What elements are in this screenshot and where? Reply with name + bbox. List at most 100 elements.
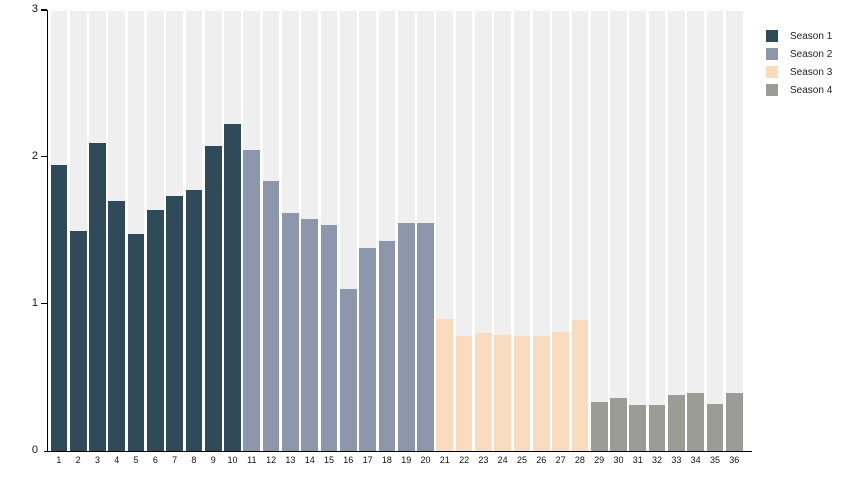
bar-episode-23 xyxy=(475,333,492,451)
legend-swatch-season-1 xyxy=(766,30,778,43)
bar-slot-episode-12 xyxy=(262,11,280,451)
y-tick-3 xyxy=(40,9,47,11)
bar-episode-12 xyxy=(262,180,280,451)
x-tick-label-33: 33 xyxy=(671,455,682,465)
bar-episode-36 xyxy=(725,393,743,451)
bar-slot-episode-30 xyxy=(610,11,627,451)
x-tick-label-20: 20 xyxy=(420,455,431,465)
legend-item-season-4: Season 4 xyxy=(766,84,832,97)
x-tick-label-10: 10 xyxy=(227,455,238,465)
bar-slot-episode-7 xyxy=(166,11,183,451)
x-tick-label-35: 35 xyxy=(709,455,720,465)
bar-slot-episode-32 xyxy=(648,11,666,451)
bar-episode-27 xyxy=(552,331,569,451)
x-tick-label-16: 16 xyxy=(343,455,354,465)
x-tick-label-13: 13 xyxy=(285,455,296,465)
x-tick-label-14: 14 xyxy=(304,455,315,465)
x-tick-label-36: 36 xyxy=(729,455,740,465)
bar-slot-episode-33 xyxy=(668,11,685,451)
bar-slot-episode-27 xyxy=(552,11,569,451)
bar-episode-15 xyxy=(320,224,338,451)
legend-item-season-2: Season 2 xyxy=(766,48,832,61)
bar-slot-episode-35 xyxy=(706,11,724,451)
x-tick-label-24: 24 xyxy=(497,455,508,465)
x-tick-label-5: 5 xyxy=(133,455,139,465)
legend-swatch-season-4 xyxy=(766,84,778,97)
bar-slot-episode-19 xyxy=(397,11,415,451)
x-tick-label-18: 18 xyxy=(381,455,392,465)
bar-slot-episode-22 xyxy=(455,11,473,451)
bar-episode-33 xyxy=(668,394,685,451)
bar-slot-episode-3 xyxy=(89,11,106,451)
y-tick-label-0: 0 xyxy=(31,444,38,456)
bar-slot-episode-5 xyxy=(127,11,145,451)
bar-episode-32 xyxy=(648,405,666,451)
x-tick-label-7: 7 xyxy=(172,455,178,465)
bar-slot-episode-14 xyxy=(301,11,319,451)
x-tick-label-4: 4 xyxy=(114,455,120,465)
legend-label-season-3: Season 3 xyxy=(790,66,833,78)
bar-episode-5 xyxy=(127,233,145,451)
legend-item-season-3: Season 3 xyxy=(766,66,832,79)
bar-slot-episode-23 xyxy=(475,11,492,451)
x-tick-label-15: 15 xyxy=(324,455,335,465)
x-tick-label-12: 12 xyxy=(266,455,277,465)
x-tick-label-1: 1 xyxy=(56,455,62,465)
bar-slot-episode-2 xyxy=(69,11,87,451)
x-tick-label-29: 29 xyxy=(594,455,605,465)
x-tick-label-19: 19 xyxy=(401,455,412,465)
legend-label-season-1: Season 1 xyxy=(790,30,833,42)
bar-episode-35 xyxy=(706,403,724,451)
bar-episode-6 xyxy=(146,210,164,451)
bar-episode-30 xyxy=(610,397,627,451)
bar-slot-episode-6 xyxy=(146,11,164,451)
bar-slot-episode-26 xyxy=(532,11,550,451)
legend-item-season-1: Season 1 xyxy=(766,30,832,43)
bar-slot-episode-28 xyxy=(571,11,589,451)
plot-area xyxy=(50,11,743,451)
bar-slot-episode-11 xyxy=(243,11,261,451)
x-tick-label-30: 30 xyxy=(613,455,624,465)
bar-episode-22 xyxy=(455,336,473,451)
x-axis-line xyxy=(44,450,752,453)
x-tick-label-27: 27 xyxy=(555,455,566,465)
y-tick-label-1: 1 xyxy=(31,297,38,310)
x-tick-label-9: 9 xyxy=(210,455,216,465)
x-tick-label-22: 22 xyxy=(459,455,470,465)
bar-episode-24 xyxy=(494,334,512,451)
legend-label-season-2: Season 2 xyxy=(790,48,833,60)
y-tick-label-3: 3 xyxy=(31,3,38,16)
bar-episode-28 xyxy=(571,320,589,451)
bar-episode-26 xyxy=(532,336,550,451)
x-tick-labels: 1 2 3 4 5 6 7 8 9 10 11 12 13 14 15 16 17 18 19 20 21 22 23 24 2… xyxy=(51,455,743,465)
x-tick-label-25: 25 xyxy=(516,455,527,465)
legend-label-season-4: Season 4 xyxy=(790,84,833,96)
bar-episode-3 xyxy=(89,142,106,451)
bar-episode-17 xyxy=(359,248,376,451)
bar-slot-episode-25 xyxy=(513,11,531,451)
bar-slot-episode-4 xyxy=(108,11,126,451)
bar-episode-20 xyxy=(417,223,434,451)
bar-slot-episode-10 xyxy=(224,11,241,451)
x-tick-label-26: 26 xyxy=(536,455,547,465)
bar-episode-34 xyxy=(687,393,704,451)
bar-episode-31 xyxy=(629,405,647,451)
bar-slot-episode-34 xyxy=(687,11,704,451)
legend-swatch-season-3 xyxy=(766,66,778,79)
bar-slot-episode-16 xyxy=(339,11,357,451)
bar-episode-18 xyxy=(378,241,396,451)
bar-episode-29 xyxy=(590,402,608,451)
x-tick-label-31: 31 xyxy=(632,455,643,465)
bar-episode-10 xyxy=(224,123,241,451)
bar-slot-episode-13 xyxy=(282,11,299,451)
bar-episode-4 xyxy=(108,201,126,451)
bar-slot-episode-15 xyxy=(320,11,338,451)
bar-episode-21 xyxy=(436,318,454,451)
x-tick-label-21: 21 xyxy=(439,455,450,465)
y-tick-label-2: 2 xyxy=(31,150,38,163)
x-tick-label-6: 6 xyxy=(152,455,158,465)
bar-episode-25 xyxy=(513,336,531,451)
bar-slot-episode-31 xyxy=(629,11,647,451)
y-axis-line xyxy=(46,9,49,452)
